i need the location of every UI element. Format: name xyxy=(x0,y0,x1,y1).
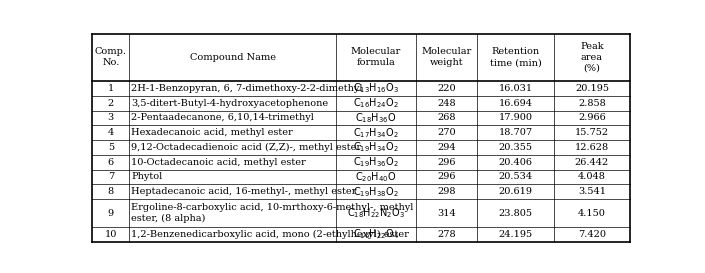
Text: 248: 248 xyxy=(437,99,456,108)
Text: Molecular
formula: Molecular formula xyxy=(350,48,401,67)
Text: $\mathregular{C_{19}H_{38}O_2}$: $\mathregular{C_{19}H_{38}O_2}$ xyxy=(353,185,398,199)
Text: 3,5-ditert-Butyl-4-hydroxyacetophenone: 3,5-ditert-Butyl-4-hydroxyacetophenone xyxy=(131,99,329,108)
Text: Peak
area
(%): Peak area (%) xyxy=(580,42,603,73)
Text: 2: 2 xyxy=(108,99,114,108)
Text: $\mathregular{C_{13}H_{16}O_3}$: $\mathregular{C_{13}H_{16}O_3}$ xyxy=(353,82,399,95)
Text: 314: 314 xyxy=(437,209,456,218)
Text: 6: 6 xyxy=(108,158,114,167)
Text: 298: 298 xyxy=(437,187,455,196)
Text: $\mathregular{C_{20}H_{40}O}$: $\mathregular{C_{20}H_{40}O}$ xyxy=(355,170,396,184)
Text: $\mathregular{C_{19}H_{34}O_2}$: $\mathregular{C_{19}H_{34}O_2}$ xyxy=(353,141,398,154)
Text: 20.534: 20.534 xyxy=(498,173,533,182)
Text: 2H-1-Benzopyran, 6, 7-dimethoxy-2-2-dimethyl: 2H-1-Benzopyran, 6, 7-dimethoxy-2-2-dime… xyxy=(131,84,363,93)
Text: 1: 1 xyxy=(108,84,114,93)
Text: 20.355: 20.355 xyxy=(498,143,532,152)
Text: Compound Name: Compound Name xyxy=(190,53,276,62)
Text: 7: 7 xyxy=(108,173,114,182)
Text: 278: 278 xyxy=(437,230,456,239)
Text: 268: 268 xyxy=(437,114,455,122)
Text: 17.900: 17.900 xyxy=(498,114,532,122)
Text: 4.150: 4.150 xyxy=(578,209,606,218)
Text: 20.195: 20.195 xyxy=(575,84,609,93)
Text: 2-Pentaadecanone, 6,10,14-trimethyl: 2-Pentaadecanone, 6,10,14-trimethyl xyxy=(131,114,314,122)
Text: 23.805: 23.805 xyxy=(498,209,532,218)
Text: 20.406: 20.406 xyxy=(498,158,532,167)
Text: 2.966: 2.966 xyxy=(578,114,606,122)
Text: 9: 9 xyxy=(108,209,114,218)
Text: 3: 3 xyxy=(108,114,114,122)
Text: 4: 4 xyxy=(108,128,114,137)
Text: Molecular
weight: Molecular weight xyxy=(422,48,472,67)
Text: 270: 270 xyxy=(437,128,456,137)
Text: Phytol: Phytol xyxy=(131,173,162,182)
Text: Heptadecanoic acid, 16-methyl-, methyl ester: Heptadecanoic acid, 16-methyl-, methyl e… xyxy=(131,187,357,196)
Text: Ergoline-8-carboxylic acid, 10-mrthoxy-6-methyl-, methyl
ester, (8 alpha): Ergoline-8-carboxylic acid, 10-mrthoxy-6… xyxy=(131,203,414,223)
Text: $\mathregular{C_{17}H_{34}O_2}$: $\mathregular{C_{17}H_{34}O_2}$ xyxy=(353,126,398,140)
Text: $\mathregular{C_{16}H_{22}O_4}$: $\mathregular{C_{16}H_{22}O_4}$ xyxy=(352,228,399,241)
Text: 296: 296 xyxy=(437,173,455,182)
Text: 26.442: 26.442 xyxy=(575,158,609,167)
Text: 296: 296 xyxy=(437,158,455,167)
Text: 16.694: 16.694 xyxy=(498,99,532,108)
Text: 1,2-Benzenedicarboxylic acid, mono (2-ethylhexyl) ester: 1,2-Benzenedicarboxylic acid, mono (2-et… xyxy=(131,230,409,239)
Text: 10: 10 xyxy=(104,230,117,239)
Text: 15.752: 15.752 xyxy=(575,128,609,137)
Text: 24.195: 24.195 xyxy=(498,230,533,239)
Text: $\mathregular{C_{16}H_{24}O_2}$: $\mathregular{C_{16}H_{24}O_2}$ xyxy=(353,96,398,110)
Text: $\mathregular{C_{19}H_{36}O_2}$: $\mathregular{C_{19}H_{36}O_2}$ xyxy=(353,155,398,169)
Text: 20.619: 20.619 xyxy=(498,187,532,196)
Text: 12.628: 12.628 xyxy=(575,143,609,152)
Text: 18.707: 18.707 xyxy=(498,128,533,137)
Text: 16.031: 16.031 xyxy=(498,84,533,93)
Text: 7.420: 7.420 xyxy=(578,230,606,239)
Text: $\mathregular{C_{18}H_{22}N_2O_3}$: $\mathregular{C_{18}H_{22}N_2O_3}$ xyxy=(347,206,405,220)
Text: $\mathregular{C_{18}H_{36}O}$: $\mathregular{C_{18}H_{36}O}$ xyxy=(355,111,396,125)
Text: 4.048: 4.048 xyxy=(578,173,606,182)
Text: 220: 220 xyxy=(437,84,456,93)
Text: 8: 8 xyxy=(108,187,114,196)
Text: 5: 5 xyxy=(108,143,114,152)
Text: Retention
time (min): Retention time (min) xyxy=(490,48,541,67)
Text: 2.858: 2.858 xyxy=(578,99,606,108)
Text: 9,12-Octadecadienoic acid (Z,Z)-, methyl ester: 9,12-Octadecadienoic acid (Z,Z)-, methyl… xyxy=(131,143,362,152)
Text: Comp.
No.: Comp. No. xyxy=(94,48,127,67)
Text: Hexadecanoic acid, methyl ester: Hexadecanoic acid, methyl ester xyxy=(131,128,293,137)
Text: 294: 294 xyxy=(437,143,456,152)
Text: 3.541: 3.541 xyxy=(578,187,606,196)
Text: 10-Octadecanoic acid, methyl ester: 10-Octadecanoic acid, methyl ester xyxy=(131,158,306,167)
